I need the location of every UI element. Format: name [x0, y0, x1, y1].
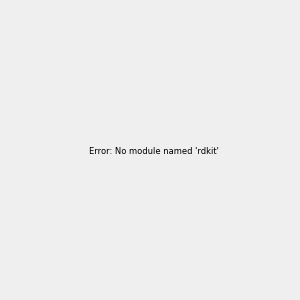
Text: Error: No module named 'rdkit': Error: No module named 'rdkit' — [89, 147, 219, 156]
